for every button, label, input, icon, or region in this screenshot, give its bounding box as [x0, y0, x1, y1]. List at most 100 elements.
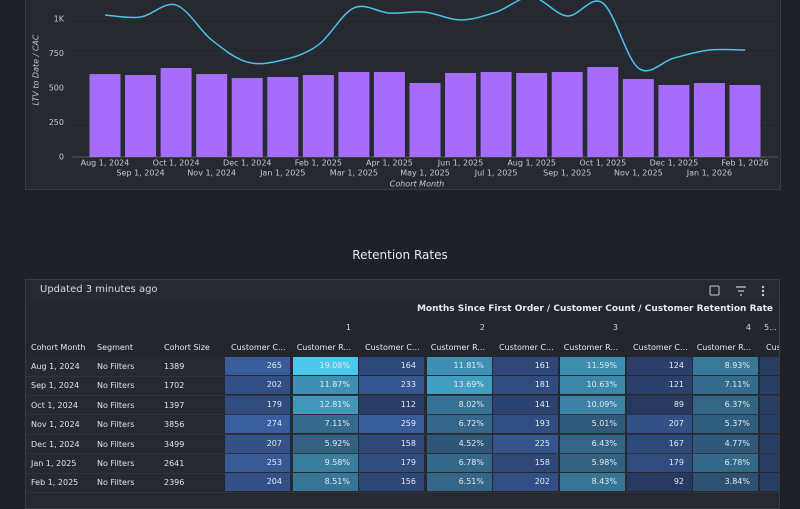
customer-count-cell: 167 — [627, 434, 692, 453]
x-tick-label: Jun 1, 2025 — [437, 159, 484, 168]
column-header: Segment — [97, 343, 133, 352]
chart-icon[interactable] — [709, 285, 720, 296]
x-tick-label: Apr 1, 2025 — [366, 159, 413, 168]
x-tick-label: Dec 1, 2025 — [650, 159, 699, 168]
x-tick-label: May 1, 2025 — [400, 169, 450, 178]
x-tick-label: Oct 1, 2025 — [579, 159, 626, 168]
menu-icon[interactable] — [761, 285, 765, 297]
retention-rate-cell: 6.78% — [427, 454, 492, 472]
x-tick-label: Mar 1, 2025 — [330, 169, 378, 178]
month-header: 5... — [764, 323, 777, 332]
customer-count-cell: 156 — [359, 473, 424, 492]
row-divider — [26, 453, 779, 454]
x-tick-label: Dec 1, 2024 — [223, 159, 272, 168]
retention-rate-cell: 3.84% — [693, 473, 758, 492]
retention-rate-cell: 4.77% — [693, 434, 758, 453]
retention-rate-cell: 10.09% — [560, 395, 625, 414]
y-tick-label: 1K — [54, 15, 65, 24]
cell-text: No Filters — [97, 439, 135, 449]
customer-count-cell: 92 — [627, 473, 692, 492]
customer-count-cell: 124 — [627, 357, 692, 375]
retention-rate-cell: 10.63% — [560, 376, 625, 395]
column-header: Customer R... — [296, 343, 351, 352]
column-header: Cohort Month — [31, 343, 86, 352]
retention-rate-cell: 6.72% — [427, 415, 492, 434]
row-divider — [26, 433, 779, 435]
bar — [729, 84, 761, 157]
cell-text: Feb 1, 2025 — [31, 478, 79, 488]
month-header: 4 — [745, 323, 751, 332]
bar — [196, 74, 228, 157]
column-header: Cohort Size — [164, 343, 210, 352]
partial-cell — [760, 415, 779, 434]
column-header: Customer R... — [430, 343, 485, 352]
x-tick-label: Jul 1, 2025 — [474, 169, 518, 178]
customer-count-cell: 158 — [493, 454, 558, 472]
customer-count-cell: 179 — [359, 454, 424, 472]
cell-text: Aug 1, 2024 — [31, 362, 80, 371]
bar — [267, 76, 299, 157]
line — [104, 0, 746, 72]
x-tick-label: Oct 1, 2024 — [153, 159, 200, 168]
retention-rate-cell: 19.08% — [293, 357, 358, 375]
toolbar — [709, 285, 765, 297]
x-tick-label: Feb 1, 2025 — [295, 159, 342, 168]
cell-text: 2641 — [164, 459, 185, 468]
bar — [658, 84, 690, 157]
customer-count-cell: 161 — [493, 357, 558, 375]
cell-text: Oct 1, 2024 — [31, 400, 78, 410]
bar — [409, 83, 441, 157]
x-tick-label: Aug 1, 2025 — [507, 159, 556, 168]
customer-count-cell: 89 — [627, 395, 692, 414]
cell-text: No Filters — [97, 381, 135, 391]
customer-count-cell: 164 — [359, 357, 424, 375]
cell-text: Sep 1, 2024 — [31, 381, 80, 391]
row-divider — [26, 491, 779, 493]
customer-count-cell: 141 — [493, 395, 558, 414]
retention-rate-cell: 5.92% — [293, 434, 358, 453]
month-header: 1 — [345, 323, 351, 332]
y-tick-label: 0 — [59, 153, 64, 162]
customer-count-cell: 158 — [359, 434, 424, 453]
bar — [587, 67, 619, 157]
customer-count-cell: 112 — [359, 395, 424, 414]
cell-text: No Filters — [97, 478, 135, 488]
customer-count-cell: 202 — [493, 473, 558, 492]
bar — [445, 72, 477, 157]
customer-count-cell: 253 — [225, 454, 290, 472]
customer-count-cell: 204 — [225, 473, 290, 492]
filter-icon[interactable] — [736, 286, 746, 296]
bar — [622, 79, 654, 157]
section-title: Retention Rates — [352, 248, 448, 262]
retention-rate-cell: 5.01% — [560, 415, 625, 434]
retention-rate-cell: 13.69% — [427, 376, 492, 395]
retention-rate-cell: 5.98% — [560, 454, 625, 472]
bar — [89, 74, 121, 157]
table-header-bg — [26, 302, 779, 358]
retention-rate-cell: 6.43% — [560, 434, 625, 453]
cell-text: 1397 — [164, 400, 185, 410]
updated-label: Updated 3 minutes ago — [40, 284, 158, 295]
column-header: Cust — [766, 343, 779, 352]
customer-count-cell: 121 — [627, 376, 692, 395]
x-axis-title: Cohort Month — [390, 180, 445, 189]
y-tick-label: 750 — [49, 49, 64, 58]
customer-count-cell: 265 — [225, 357, 290, 375]
bar — [231, 78, 263, 157]
column-header: Customer C... — [499, 343, 554, 352]
y-axis-title: LTV to Date / CAC — [32, 34, 41, 105]
y-tick-label: 500 — [49, 84, 64, 93]
cell-text: 3856 — [164, 420, 185, 430]
retention-rate-cell: 9.58% — [293, 454, 358, 472]
cell-text: 2396 — [164, 478, 185, 488]
x-tick-label: Nov 1, 2025 — [614, 169, 663, 178]
column-header: Customer R... — [696, 343, 751, 352]
partial-cell — [760, 376, 779, 395]
y-tick-label: 250 — [49, 118, 64, 127]
column-header: Customer C... — [633, 343, 688, 352]
bar — [302, 75, 334, 157]
cell-text: 1389 — [164, 362, 185, 371]
retention-rate-cell: 6.78% — [693, 454, 758, 472]
x-tick-label: Sep 1, 2024 — [116, 169, 164, 178]
